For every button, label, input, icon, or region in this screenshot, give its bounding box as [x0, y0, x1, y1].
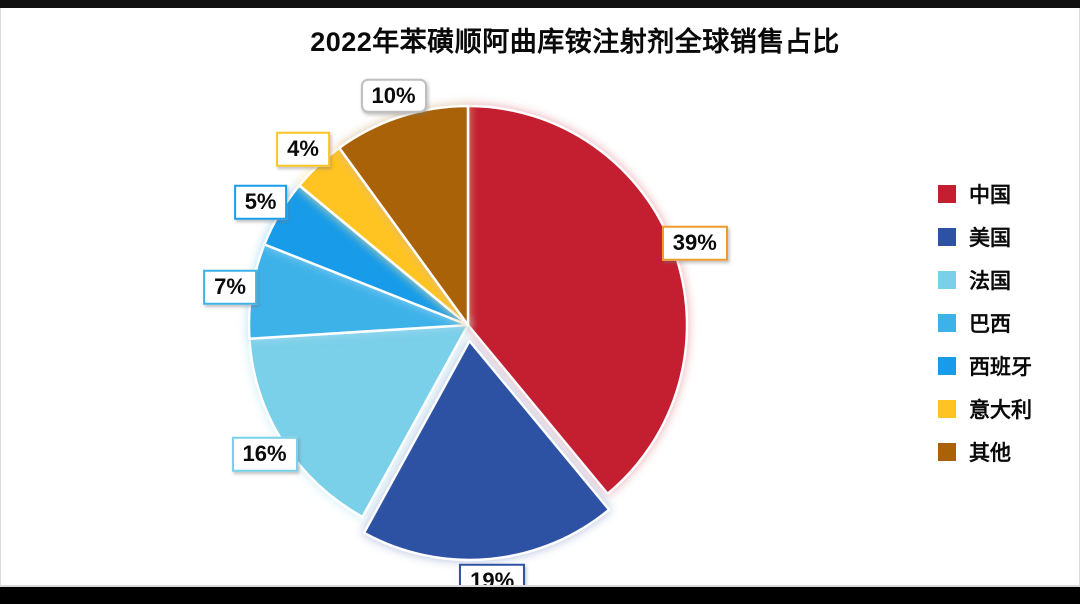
legend-swatch-other — [938, 442, 956, 461]
legend-swatch-france — [938, 270, 956, 289]
legend-item-france: 法国 — [938, 258, 1032, 301]
legend-item-italy: 意大利 — [938, 387, 1032, 430]
legend-item-usa: 美国 — [938, 215, 1032, 258]
bottom-gray-line — [0, 585, 1080, 587]
legend: 中国美国法国巴西西班牙意大利其他 — [938, 172, 1032, 473]
percent-label-spain: 5% — [233, 185, 288, 220]
legend-item-brazil: 巴西 — [938, 301, 1032, 344]
legend-label-china: 中国 — [969, 183, 1011, 207]
legend-swatch-brazil — [938, 313, 956, 332]
legend-label-france: 法国 — [969, 269, 1011, 293]
legend-label-brazil: 巴西 — [969, 312, 1011, 336]
percent-label-brazil: 7% — [203, 270, 257, 305]
left-edge-line — [0, 0, 1, 604]
legend-label-other: 其他 — [969, 441, 1011, 465]
legend-label-usa: 美国 — [969, 226, 1011, 250]
legend-item-spain: 西班牙 — [938, 344, 1032, 387]
percent-label-other: 10% — [360, 78, 427, 114]
percent-label-china: 39% — [661, 226, 728, 261]
pie-slice-other — [338, 104, 470, 327]
bottom-bar — [0, 587, 1080, 604]
pie-slice-usa — [362, 339, 611, 562]
legend-item-other: 其他 — [938, 430, 1032, 473]
legend-label-spain: 西班牙 — [969, 355, 1032, 379]
percent-label-italy: 4% — [276, 132, 330, 167]
legend-item-china: 中国 — [938, 172, 1032, 215]
legend-swatch-china — [938, 184, 956, 203]
legend-swatch-usa — [938, 227, 956, 246]
legend-swatch-italy — [938, 399, 956, 418]
legend-label-italy: 意大利 — [969, 398, 1032, 422]
chart-title: 2022年苯磺顺阿曲库铵注射剂全球销售占比 — [310, 27, 840, 57]
percent-label-france: 16% — [231, 436, 298, 472]
top-bar — [0, 0, 1080, 8]
legend-swatch-spain — [938, 356, 956, 375]
